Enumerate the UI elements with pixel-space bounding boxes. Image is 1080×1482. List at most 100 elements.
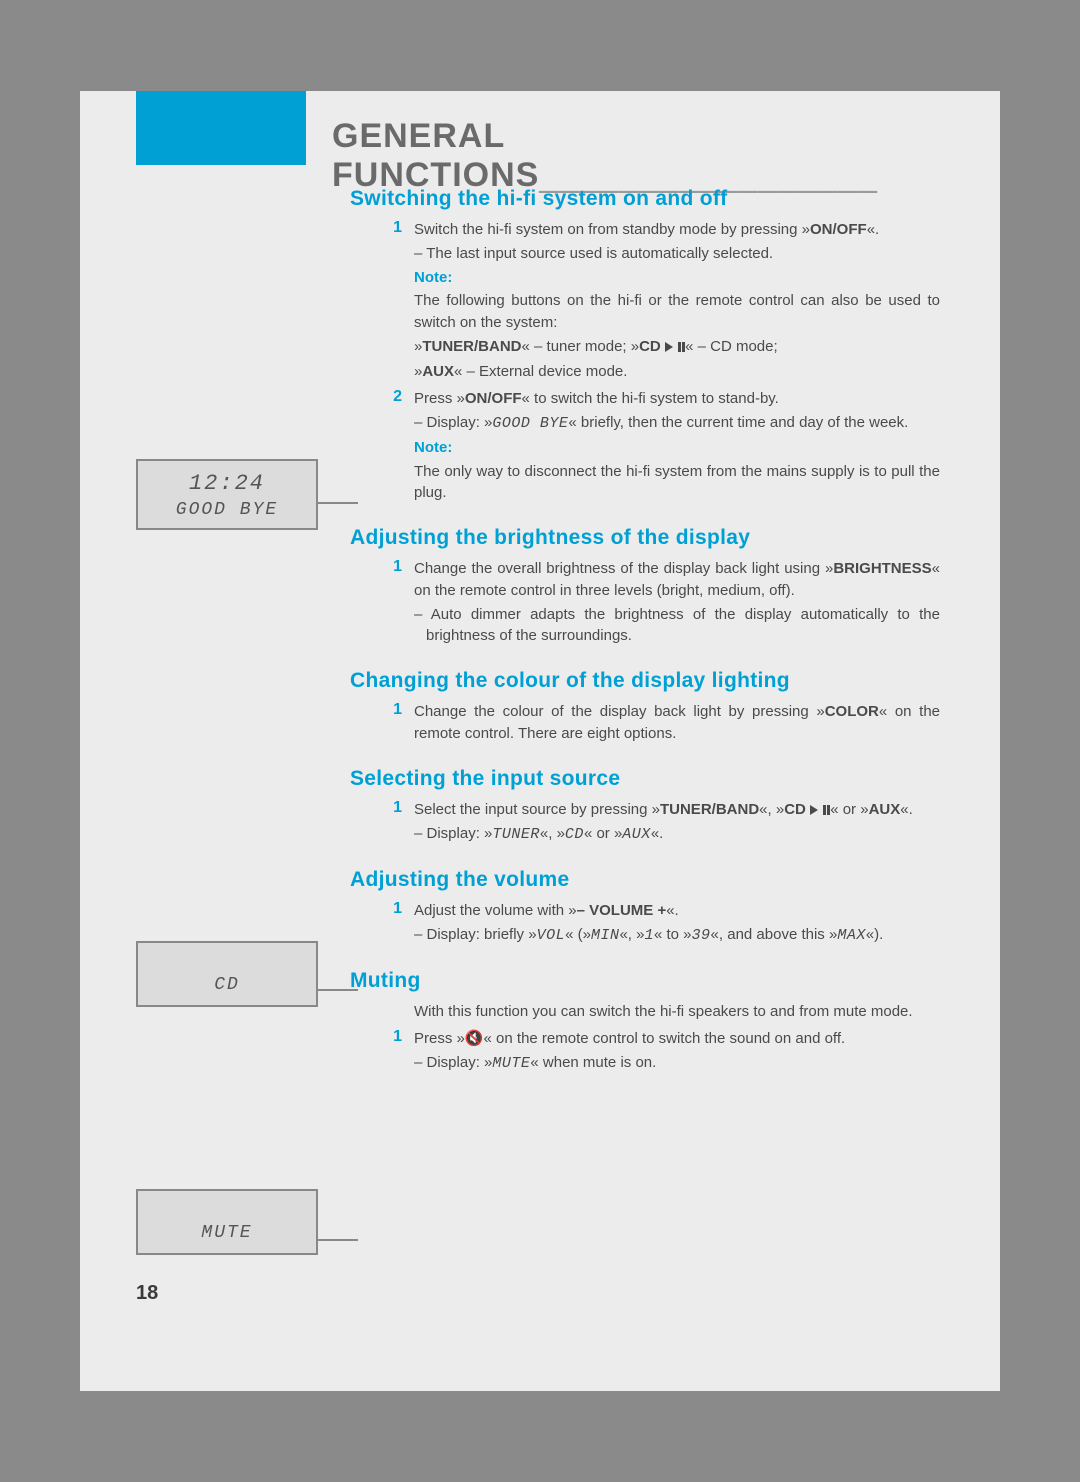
mute-icon: 🔇 [465, 1030, 484, 1047]
step: 1 Switch the hi-fi system on from standb… [380, 219, 940, 384]
note-label: Note: [414, 437, 940, 459]
text: – Display: briefly » [414, 926, 537, 943]
step-number: 1 [380, 900, 414, 949]
step-body: With this function you can switch the hi… [414, 1001, 940, 1025]
button-ref-volume: – VOLUME + [577, 902, 667, 919]
lcd-display-goodbye: 12:24 GOOD BYE [136, 459, 318, 530]
step-body: Press »ON/OFF« to switch the hi-fi syste… [414, 388, 940, 506]
button-ref-cd: CD [639, 338, 685, 355]
text: « – CD mode; [685, 338, 778, 355]
step-number: 1 [380, 558, 414, 649]
step-number: 2 [380, 388, 414, 506]
sub-line: – The last input source used is automati… [414, 243, 940, 265]
section-heading-brightness: Adjusting the brightness of the display [350, 526, 940, 550]
button-ref-color: COLOR [825, 703, 879, 720]
text: CD [784, 801, 810, 818]
note-text: The only way to disconnect the hi-fi sys… [414, 461, 940, 505]
display-text: 1 [644, 927, 654, 944]
step-number: 1 [380, 799, 414, 849]
step-body: Switch the hi-fi system on from standby … [414, 219, 940, 384]
page-number: 18 [136, 1282, 158, 1305]
display-text: AUX [622, 826, 651, 843]
note-label: Note: [414, 267, 940, 289]
content-area: Switching the hi-fi system on and off 1 … [350, 187, 940, 1081]
step: 2 Press »ON/OFF« to switch the hi-fi sys… [380, 388, 940, 506]
text: «). [866, 926, 884, 943]
text: « or » [830, 801, 868, 818]
step: 1 Select the input source by pressing »T… [380, 799, 940, 849]
note-line: »TUNER/BAND« – tuner mode; »CD « – CD mo… [414, 336, 940, 359]
text: «, » [759, 801, 784, 818]
text: « (» [565, 926, 591, 943]
text: «. [666, 902, 679, 919]
step-body: Select the input source by pressing »TUN… [414, 799, 940, 849]
note-text: The following buttons on the hi-fi or th… [414, 290, 940, 334]
text: « or » [584, 825, 622, 842]
step: 1 Change the overall brightness of the d… [380, 558, 940, 649]
text: «. [651, 825, 664, 842]
text: « – External device mode. [454, 363, 627, 380]
display-text: 39 [692, 927, 711, 944]
sub-line: – Display: »TUNER«, »CD« or »AUX«. [414, 823, 940, 846]
text: « to » [654, 926, 692, 943]
section-heading-colour: Changing the colour of the display light… [350, 669, 940, 693]
display-text: TUNER [492, 826, 540, 843]
text: «, » [619, 926, 644, 943]
section-heading-input-source: Selecting the input source [350, 767, 940, 791]
step-number: 1 [380, 701, 414, 747]
text: «, and above this » [711, 926, 838, 943]
section-heading-switching: Switching the hi-fi system on and off [350, 187, 940, 211]
button-ref-tuner: TUNER/BAND [422, 338, 521, 355]
button-ref-aux: AUX [422, 363, 454, 380]
lcd-mute: MUTE [146, 1223, 308, 1243]
lcd-display-mute: MUTE [136, 1189, 318, 1255]
text: « – tuner mode; » [522, 338, 640, 355]
text: Change the overall brightness of the dis… [414, 560, 833, 577]
text: Press » [414, 390, 465, 407]
step-body: Adjust the volume with »– VOLUME +«. – D… [414, 900, 940, 949]
section-heading-muting: Muting [350, 969, 940, 993]
button-ref-aux: AUX [869, 801, 901, 818]
text: « when mute is on. [530, 1054, 656, 1071]
display-text: MUTE [492, 1055, 530, 1072]
text: Select the input source by pressing » [414, 801, 660, 818]
step-body: Change the colour of the display back li… [414, 701, 940, 747]
step-intro: With this function you can switch the hi… [380, 1001, 940, 1025]
text: «. [867, 221, 880, 238]
text: Switch the hi-fi system on from standby … [414, 221, 810, 238]
display-text: MAX [837, 927, 866, 944]
text: CD [639, 338, 665, 355]
intro-text: With this function you can switch the hi… [414, 1001, 940, 1023]
step-body: Press »🔇« on the remote control to switc… [414, 1028, 940, 1077]
button-ref-onoff: ON/OFF [465, 390, 522, 407]
lcd-goodbye: GOOD BYE [146, 500, 308, 520]
step-number: 1 [380, 219, 414, 384]
text: Adjust the volume with » [414, 902, 577, 919]
display-text: VOL [537, 927, 566, 944]
lcd-display-cd: CD [136, 941, 318, 1007]
step-number: 1 [380, 1028, 414, 1077]
section-heading-volume: Adjusting the volume [350, 868, 940, 892]
step: 1 Adjust the volume with »– VOLUME +«. –… [380, 900, 940, 949]
step-number-empty [380, 1001, 414, 1025]
sub-line: – Display: »MUTE« when mute is on. [414, 1052, 940, 1075]
button-ref-tuner: TUNER/BAND [660, 801, 759, 818]
step-body: Change the overall brightness of the dis… [414, 558, 940, 649]
title-text: GENERAL FUNCTIONS [332, 117, 539, 194]
sub-line: – Display: briefly »VOL« (»MIN«, »1« to … [414, 924, 940, 947]
display-text: CD [565, 826, 584, 843]
step: 1 Change the colour of the display back … [380, 701, 940, 747]
text: – Display: » [414, 825, 492, 842]
display-text: MIN [591, 927, 620, 944]
pause-icon [822, 800, 830, 822]
manual-page: GENERAL FUNCTIONS_________________ 12:24… [80, 91, 1000, 1391]
sub-line: – Display: »GOOD BYE« briefly, then the … [414, 412, 940, 435]
text: «. [900, 801, 913, 818]
lcd-cd: CD [146, 975, 308, 995]
text: « on the remote control to switch the so… [484, 1030, 846, 1047]
connector-line [318, 1239, 358, 1241]
text: « briefly, then the current time and day… [568, 414, 908, 431]
text: – Display: » [414, 414, 492, 431]
button-ref-cd: CD [784, 801, 830, 818]
button-ref-onoff: ON/OFF [810, 221, 867, 238]
